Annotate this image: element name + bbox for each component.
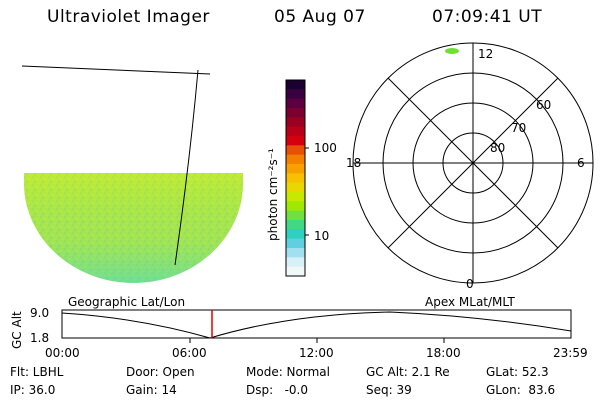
time-label: 07:09:41 UT — [432, 7, 543, 27]
gc-alt-status: GC Alt: 2.1 Re — [366, 365, 450, 379]
colorbar-segment — [286, 154, 305, 165]
colorbar-segment — [286, 126, 305, 137]
colorbar-segment — [286, 238, 305, 249]
ip-status: IP: 36.0 — [10, 383, 56, 397]
time-tick-2359: 23:59 — [553, 346, 588, 360]
colorbar-segment — [286, 136, 305, 146]
colorbar-segment — [286, 108, 305, 118]
mode-status: Mode: Normal — [246, 365, 330, 379]
dsp-status: Dsp: -0.0 — [246, 383, 309, 397]
colorbar-segment — [286, 229, 305, 240]
colorbar-segment — [286, 266, 305, 277]
colorbar — [285, 79, 306, 277]
glat-status: GLat: 52.3 — [486, 365, 549, 379]
colorbar-segment — [286, 98, 305, 109]
colorbar-segment — [286, 220, 305, 230]
strip-axis-label: GC Alt — [10, 311, 24, 349]
door-status: Door: Open — [126, 365, 195, 379]
colorbar-segment — [286, 164, 305, 174]
colorbar-segment — [286, 201, 305, 212]
time-tick-1800: 18:00 — [426, 346, 461, 360]
altitude-curve — [61, 311, 572, 339]
latitude-line — [21, 65, 211, 75]
altitude-strip-plot — [61, 309, 572, 343]
lat-label-60: 60 — [536, 98, 552, 112]
mlt-label-6: 6 — [577, 156, 585, 170]
colorbar-segment — [286, 248, 305, 258]
instrument-title: Ultraviolet Imager — [47, 7, 210, 27]
colorbar-segment — [286, 210, 305, 221]
lat-label-80: 80 — [490, 141, 506, 155]
lat-label-70: 70 — [511, 121, 527, 135]
time-tick-0600: 06:00 — [172, 346, 207, 360]
colorbar-segment — [286, 173, 305, 184]
mlt-label-0: 0 — [466, 277, 474, 291]
mlt-label-12: 12 — [478, 47, 494, 61]
colorbar-segment — [286, 257, 305, 268]
colorbar-segment — [286, 117, 305, 128]
geographic-image — [21, 65, 243, 283]
geographic-title: Geographic Lat/Lon — [68, 295, 186, 309]
colorbar-segment — [286, 145, 305, 156]
glon-status: GLon: 83.6 — [486, 383, 556, 397]
colorbar-tick-100: 100 — [314, 141, 337, 155]
strip-ytick-min: 1.8 — [30, 331, 50, 345]
aurora-spot — [445, 48, 459, 54]
seq-status: Seq: 39 — [366, 383, 412, 397]
polar-plot — [352, 42, 594, 284]
colorbar-tick-10: 10 — [314, 229, 330, 243]
mlt-label-18: 18 — [346, 156, 362, 170]
colorbar-segment — [286, 192, 305, 202]
date-label: 05 Aug 07 — [274, 7, 366, 27]
colorbar-segment — [286, 89, 305, 100]
filter-status: Flt: LBHL — [10, 365, 64, 379]
colorbar-segment — [286, 182, 305, 193]
time-tick-1200: 12:00 — [299, 346, 334, 360]
colorbar-segment — [286, 80, 305, 90]
colorbar-unit-label: photon cm⁻²s⁻¹ — [266, 148, 280, 241]
longitude-line — [174, 69, 199, 266]
time-tick-0000: 00:00 — [45, 346, 80, 360]
strip-ytick-max: 9.0 — [30, 306, 50, 320]
gain-status: Gain: 14 — [126, 383, 177, 397]
apex-title: Apex MLat/MLT — [425, 295, 515, 309]
